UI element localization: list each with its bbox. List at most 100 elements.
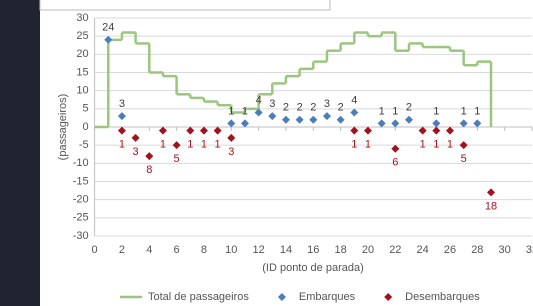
y-tick-label: 30 [76,12,88,24]
data-label: 1 [242,105,248,117]
data-label: 1 [474,105,480,117]
data-label: 1 [160,139,166,151]
x-tick-label: 26 [444,244,456,256]
y-tick-label: 0 [82,121,88,133]
data-label: 1 [379,105,385,117]
data-label: 3 [324,98,330,110]
point [432,127,440,135]
x-tick-label: 8 [201,244,207,256]
y-tick-label: -25 [73,212,89,224]
x-tick-label: 20 [362,244,374,256]
point [364,127,372,135]
y-tick-label: 10 [76,85,88,97]
point [460,119,468,127]
data-label: 1 [461,105,467,117]
point [104,36,112,44]
chart: (passageiros) (ID ponto de parada) -30 -2… [0,0,533,306]
x-tick-label: 16 [307,244,319,256]
data-label: 1 [447,139,453,151]
data-label: 1 [433,105,439,117]
data-label: 1 [215,139,221,151]
point [132,134,140,142]
data-label: 4 [351,94,357,106]
y-tick-label: -5 [79,139,89,151]
data-label: 3 [119,98,125,110]
data-label: 18 [485,200,497,212]
point [173,141,181,149]
point [186,127,194,135]
point [214,127,222,135]
data-label: 2 [297,102,303,114]
x-tick-label: 18 [335,244,347,256]
legend-label: Total de passageiros [148,291,249,303]
y-tick-label: 5 [82,103,88,115]
data-label: 1 [392,105,398,117]
point [268,112,276,120]
x-tick-label: 12 [253,244,265,256]
data-label: 4 [256,94,262,106]
x-tick-label: 24 [417,244,429,256]
data-label: 1 [420,139,426,151]
y-tick-label: -15 [73,175,89,187]
point [323,112,331,120]
x-tick-label: 30 [499,244,511,256]
x-tick-label: 0 [92,244,98,256]
x-tick-label: 14 [280,244,292,256]
point [227,119,235,127]
legend-swatch [278,293,286,301]
x-tick-label: 4 [146,244,152,256]
point [473,119,481,127]
data-label: 2 [338,102,344,114]
x-tick-label: 2 [119,244,125,256]
point [337,116,345,124]
background-edge [0,0,40,306]
point [296,116,304,124]
y-tick-label: -20 [73,194,89,206]
y-tick-label: 25 [76,30,88,42]
point [282,116,290,124]
data-label: 8 [146,164,152,176]
data-label: 3 [133,146,139,158]
data-label: 5 [461,153,467,165]
point [241,119,249,127]
point [446,127,454,135]
data-label: 3 [269,98,275,110]
data-label: 1 [119,139,125,151]
x-tick-label: 32 [526,244,533,256]
data-label: 1 [201,139,207,151]
data-label: 1 [187,139,193,151]
y-tick-label: 20 [76,48,88,60]
legend-swatch [384,293,392,301]
data-label: 5 [174,153,180,165]
point [309,116,317,124]
point [118,127,126,135]
data-label: 1 [351,139,357,151]
x-tick-label: 10 [225,244,237,256]
point [460,141,468,149]
data-label: 24 [102,22,114,34]
x-axis-label: (ID ponto de parada) [262,262,364,274]
x-tick-label: 22 [389,244,401,256]
point [350,108,358,116]
y-tick-label: -30 [73,230,89,242]
point [378,119,386,127]
point [419,127,427,135]
x-tick-label: 28 [471,244,483,256]
y-tick-label: -10 [73,157,89,169]
point [350,127,358,135]
point [391,119,399,127]
point [200,127,208,135]
point [487,188,495,196]
point [227,134,235,142]
data-label: 6 [392,157,398,169]
data-label: 2 [310,102,316,114]
x-tick-label: 6 [174,244,180,256]
header-box [40,0,330,10]
data-label: 3 [228,146,234,158]
point [118,112,126,120]
data-label: 2 [283,102,289,114]
point [432,119,440,127]
y-axis-label: (passageiros) [57,94,69,161]
point [159,127,167,135]
legend-label: Desembarques [405,291,480,303]
